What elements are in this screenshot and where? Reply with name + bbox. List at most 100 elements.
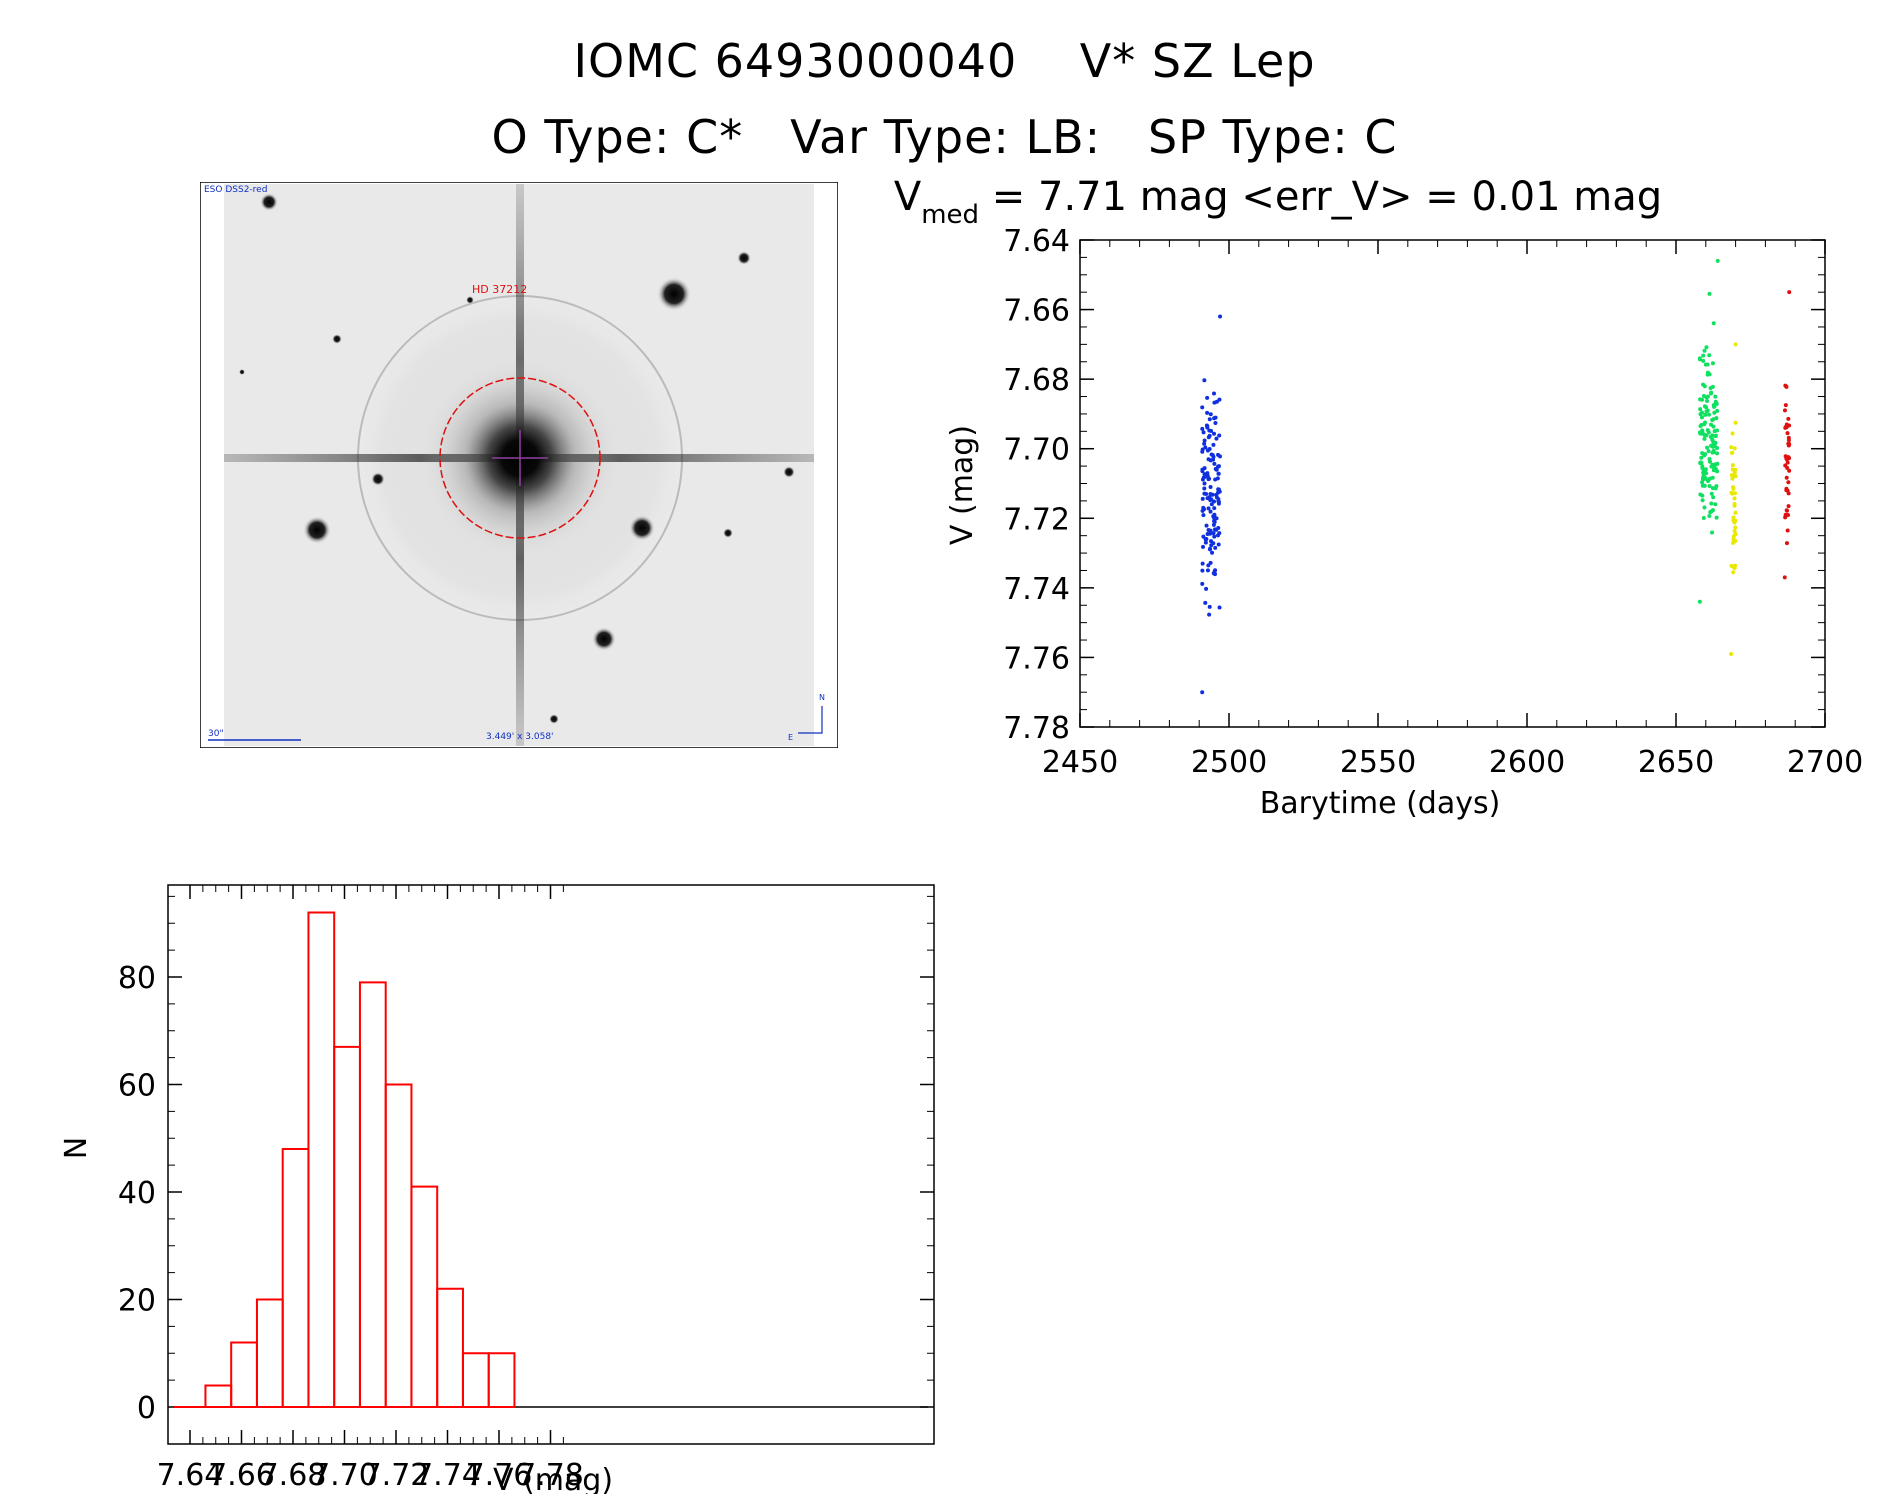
data-point	[1201, 505, 1206, 510]
x-tick-label: 7.70	[311, 1458, 378, 1493]
data-point	[1715, 461, 1720, 466]
y-tick-label: 7.66	[1003, 294, 1070, 329]
data-point	[1200, 581, 1205, 586]
y-tick-label: 7.72	[1003, 502, 1070, 537]
data-point	[1207, 612, 1212, 617]
data-point	[1698, 412, 1703, 417]
data-point	[1218, 314, 1223, 319]
data-point	[1715, 451, 1720, 456]
data-point	[1710, 361, 1715, 366]
data-point	[1707, 353, 1712, 358]
data-point	[1707, 483, 1712, 488]
data-point	[1207, 417, 1212, 422]
data-point	[1216, 487, 1221, 492]
data-point	[1214, 436, 1219, 441]
x-tick-label: 7.76	[466, 1458, 533, 1493]
data-point	[1786, 438, 1791, 443]
data-point	[1784, 508, 1789, 513]
data-point	[1200, 469, 1205, 474]
data-point	[1713, 434, 1718, 439]
data-point	[1216, 452, 1221, 457]
data-point	[1211, 514, 1216, 519]
data-point	[1729, 563, 1734, 568]
y-tick-label: 40	[118, 1176, 156, 1211]
data-point	[1732, 520, 1737, 525]
data-point	[1733, 563, 1738, 568]
histogram-bar	[358, 981, 387, 1408]
data-point	[1715, 408, 1720, 413]
data-point	[1710, 462, 1715, 467]
data-point	[1711, 468, 1716, 473]
data-point	[1786, 480, 1791, 485]
data-point	[1787, 290, 1792, 295]
y-tick-label: 7.76	[1003, 641, 1070, 676]
data-point	[1200, 508, 1205, 513]
x-tick-label: 7.74	[414, 1458, 481, 1493]
data-point	[1733, 342, 1738, 347]
data-point	[1708, 434, 1713, 439]
data-point	[1703, 412, 1708, 417]
data-point	[1203, 537, 1208, 542]
data-point	[1208, 492, 1213, 497]
data-point	[1209, 502, 1214, 507]
data-point	[1706, 449, 1711, 454]
data-point	[1201, 534, 1206, 539]
data-point	[1701, 473, 1706, 478]
data-point	[1206, 435, 1211, 440]
data-point	[1213, 421, 1218, 426]
data-point	[1202, 491, 1207, 496]
data-point	[1698, 397, 1703, 402]
data-point	[1698, 431, 1703, 436]
data-point	[1783, 454, 1788, 459]
data-point	[1711, 417, 1716, 422]
field-star	[783, 466, 795, 478]
data-point	[1713, 486, 1718, 491]
data-point	[1207, 604, 1212, 609]
data-point	[1200, 496, 1205, 501]
data-point	[1701, 393, 1706, 398]
field-star	[737, 251, 751, 265]
data-point	[1200, 561, 1205, 566]
data-point	[1702, 483, 1707, 488]
data-point	[1700, 465, 1705, 470]
field-star	[466, 296, 474, 304]
survey-label: ESO DSS2-red	[204, 185, 267, 195]
data-point	[1201, 513, 1206, 518]
data-point	[1783, 403, 1788, 408]
data-point	[1782, 408, 1787, 413]
data-point	[1208, 485, 1213, 490]
data-point	[1700, 480, 1705, 485]
data-point	[1704, 345, 1709, 350]
data-point	[1702, 505, 1707, 510]
data-point	[1709, 391, 1714, 396]
data-point	[1713, 394, 1718, 399]
data-point	[1208, 412, 1213, 417]
data-point	[1784, 486, 1789, 491]
data-point	[1205, 568, 1210, 573]
data-point	[1713, 402, 1718, 407]
data-point	[1702, 453, 1707, 458]
data-point	[1697, 357, 1702, 362]
data-point	[1701, 358, 1706, 363]
data-point	[1202, 378, 1207, 383]
histogram-bar	[255, 1298, 284, 1408]
data-point	[1204, 523, 1209, 528]
data-point	[1700, 428, 1705, 433]
x-tick-label: 2650	[1638, 745, 1714, 780]
histogram-xlabel: V (mag)	[493, 1463, 613, 1494]
data-point	[1211, 442, 1216, 447]
field-star	[723, 528, 733, 538]
y-tick-label: 7.64	[1003, 224, 1070, 259]
data-point	[1705, 445, 1710, 450]
data-point	[1701, 353, 1706, 358]
y-tick-label: 60	[118, 1069, 156, 1104]
data-point	[1783, 424, 1788, 429]
data-point	[1712, 429, 1717, 434]
light-curve-frame	[1079, 239, 1826, 728]
data-point	[1731, 515, 1736, 520]
data-point	[1713, 502, 1718, 507]
data-point	[1715, 258, 1720, 263]
data-point	[1708, 386, 1713, 391]
data-point	[1200, 477, 1205, 482]
data-point	[1205, 425, 1210, 430]
